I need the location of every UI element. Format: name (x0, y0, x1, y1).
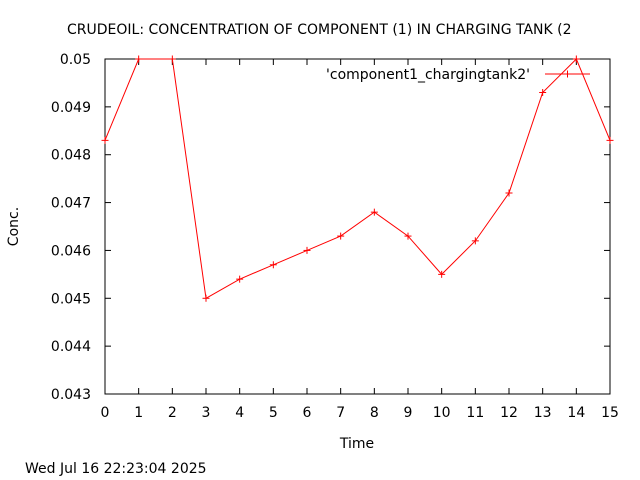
y-tick-label: 0.046 (51, 243, 91, 259)
data-point (303, 246, 311, 254)
data-point (269, 261, 277, 269)
timestamp: Wed Jul 16 22:23:04 2025 (25, 461, 207, 477)
data-point (202, 294, 210, 302)
data-point (438, 270, 446, 278)
legend-label: 'component1_chargingtank2' (326, 67, 530, 83)
x-tick-label: 13 (534, 405, 552, 421)
y-tick-label: 0.044 (51, 339, 91, 355)
data-point (135, 55, 143, 63)
x-tick-label: 1 (134, 405, 143, 421)
x-tick-label: 11 (466, 405, 484, 421)
x-tick-label: 9 (404, 405, 413, 421)
series-line (104, 58, 611, 300)
data-point (606, 136, 614, 144)
x-axis-label: Time (339, 436, 374, 452)
y-tick-label: 0.049 (51, 100, 91, 116)
data-point (337, 232, 345, 240)
x-tick-label: 10 (433, 405, 451, 421)
legend-marker (564, 70, 571, 78)
legend: 'component1_chargingtank2' (326, 67, 590, 83)
data-point (236, 275, 244, 283)
x-tick-label: 0 (101, 405, 110, 421)
data-point (539, 89, 547, 96)
x-tick-label: 6 (303, 405, 312, 421)
data-point (168, 55, 176, 63)
x-tick-label: 8 (370, 405, 379, 421)
x-tick-label: 3 (202, 405, 211, 421)
y-tick-label: 0.043 (51, 387, 91, 403)
x-tick-label: 4 (235, 405, 244, 421)
y-tick-label: 0.047 (51, 196, 91, 212)
data-point (370, 208, 378, 216)
data-point (505, 189, 513, 197)
series-layer (101, 55, 614, 302)
x-tick-label: 5 (269, 405, 278, 421)
x-tick-label: 14 (567, 405, 585, 421)
data-point (572, 55, 580, 63)
chart-title: CRUDEOIL: CONCENTRATION OF COMPONENT (1)… (67, 22, 572, 38)
data-point (101, 136, 109, 144)
x-tick-label: 2 (168, 405, 177, 421)
plot-frame (104, 58, 611, 395)
x-tick-label: 7 (336, 405, 345, 421)
x-tick-label: 12 (500, 405, 518, 421)
data-point (471, 237, 479, 245)
x-tick-label: 15 (601, 405, 619, 421)
axis-ticks: 0 1 2 3 4 5 6 7 8 9 10 11 12 13 14 150.0430.0440.0450.0… (51, 52, 619, 421)
y-tick-label: 0.05 (60, 52, 91, 68)
y-tick-label: 0.045 (51, 291, 91, 307)
data-point (404, 232, 412, 240)
y-axis-label: Conc. (6, 207, 22, 246)
y-tick-label: 0.048 (51, 148, 91, 164)
